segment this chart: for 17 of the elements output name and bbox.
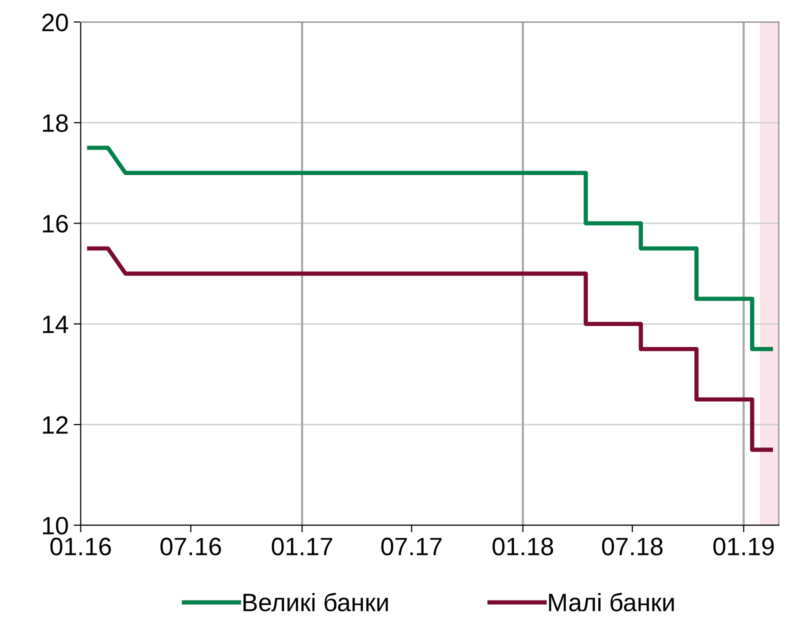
x-tick-label: 01.17	[272, 538, 332, 556]
x-tick-label: 07.16	[160, 538, 221, 556]
x-tick-label: 01.19	[713, 538, 774, 556]
y-tick-label: 10	[42, 516, 68, 535]
y-tick-label: 18	[42, 114, 68, 132]
y-tick-label: 14	[42, 316, 68, 333]
y-tick-label: 16	[42, 214, 68, 233]
x-tick-label: 01.16	[50, 538, 111, 556]
legend-label: Великі банки	[244, 592, 388, 612]
x-tick-label: 07.18	[602, 538, 663, 556]
x-tick-label: 07.17	[381, 538, 442, 556]
line-series	[87, 146, 773, 352]
y-tick-label: 20	[42, 14, 68, 32]
y-tick-label: 12	[42, 416, 68, 434]
x-tick-label: 01.18	[492, 538, 554, 556]
line-series	[87, 246, 773, 452]
legend-label: Малі банки	[549, 592, 674, 612]
